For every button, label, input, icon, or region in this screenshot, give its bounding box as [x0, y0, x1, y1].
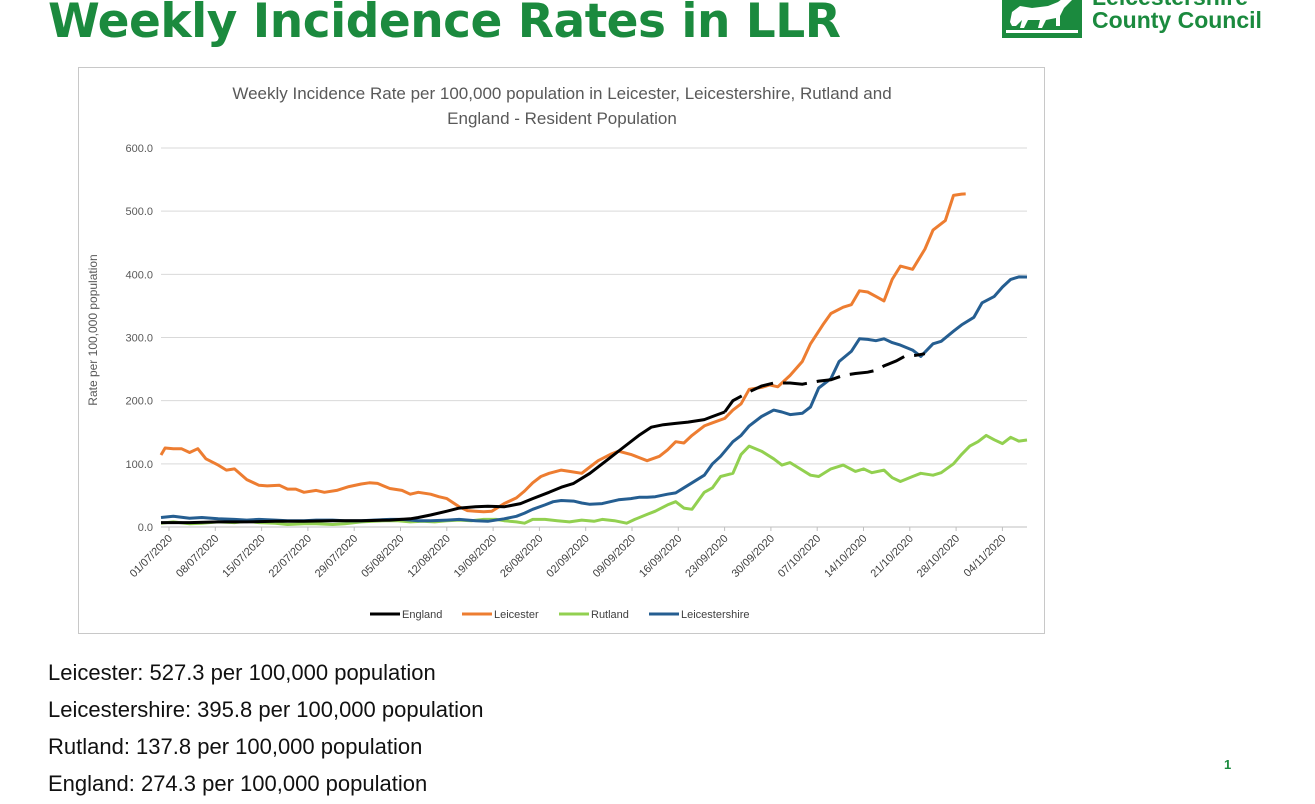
page-number: 1 [1224, 757, 1232, 772]
series-line-england-dashed [723, 352, 926, 413]
x-tick-label: 09/09/2020 [591, 533, 638, 580]
chart-title-line1: Weekly Incidence Rate per 100,000 popula… [232, 84, 891, 103]
series-line-leicester [159, 192, 966, 514]
x-tick-label: 29/07/2020 [313, 533, 360, 580]
stat-england: England: 274.3 per 100,000 population [48, 771, 428, 796]
stat-leicestershire: Leicestershire: 395.8 per 100,000 popula… [48, 697, 484, 722]
stat-leicester: Leicester: 527.3 per 100,000 population [48, 660, 436, 685]
legend-label-leicestershire: Leicestershire [681, 609, 749, 621]
x-tick-label: 16/09/2020 [637, 533, 684, 580]
legend-label-rutland: Rutland [591, 609, 629, 621]
x-tick-label: 12/08/2020 [406, 533, 453, 580]
legend-label-leicester: Leicester [494, 609, 539, 621]
x-tick-label: 15/07/2020 [220, 533, 267, 580]
series-line-england [161, 410, 726, 525]
chart-legend: England Leicester Rutland Leicestershire [370, 609, 749, 621]
council-name: Leicestershire County Council [1092, 0, 1262, 32]
x-tick-label: 26/08/2020 [498, 533, 545, 580]
x-tick-label: 08/07/2020 [174, 533, 221, 580]
council-logo: Leicestershire County Council [1000, 0, 1300, 42]
page-title: Weekly Incidence Rates in LLR [48, 0, 841, 49]
fox-emblem-icon [1002, 0, 1082, 38]
chart-title-line2: England - Resident Population [447, 109, 677, 128]
y-tick-label: 400.0 [125, 269, 153, 281]
x-tick-label: 05/08/2020 [359, 533, 406, 580]
x-tick-label: 23/09/2020 [683, 533, 730, 580]
incidence-summary: Leicester: 527.3 per 100,000 population … [48, 656, 483, 804]
x-tick-label: 02/09/2020 [544, 533, 591, 580]
x-tick-label: 07/10/2020 [776, 533, 823, 580]
y-tick-label: 0.0 [138, 522, 153, 534]
stat-rutland: Rutland: 137.8 per 100,000 population [48, 734, 423, 759]
y-tick-label: 500.0 [125, 206, 153, 218]
x-tick-label: 14/10/2020 [822, 533, 869, 580]
council-name-line2: County Council [1092, 7, 1262, 33]
incidence-chart: 0.0 100.0 200.0 300.0 400.0 500.0 600.0 01/07/2… [78, 67, 1045, 634]
incidence-chart-svg: 0.0 100.0 200.0 300.0 400.0 500.0 600.0 01/07/2… [86, 84, 1028, 621]
y-axis-label: Rate per 100,000 population [86, 254, 100, 405]
x-tick-label: 21/10/2020 [869, 533, 916, 580]
y-tick-label: 300.0 [125, 333, 153, 345]
council-name-line1: Leicestershire [1092, 0, 1262, 9]
y-tick-label: 600.0 [125, 143, 153, 155]
y-tick-label: 100.0 [125, 459, 153, 471]
legend-label-england: England [402, 609, 442, 621]
x-tick-label: 19/08/2020 [452, 533, 499, 580]
series-line-rutland [160, 433, 1028, 526]
x-tick-label: 04/11/2020 [962, 533, 1009, 580]
y-tick-label: 200.0 [125, 396, 153, 408]
x-tick-label: 01/07/2020 [128, 533, 175, 580]
series-line-leicestershire [160, 275, 1028, 523]
x-tick-label: 30/09/2020 [730, 533, 777, 580]
x-tick-label: 22/07/2020 [267, 533, 314, 580]
x-tick-label: 28/10/2020 [915, 533, 962, 580]
